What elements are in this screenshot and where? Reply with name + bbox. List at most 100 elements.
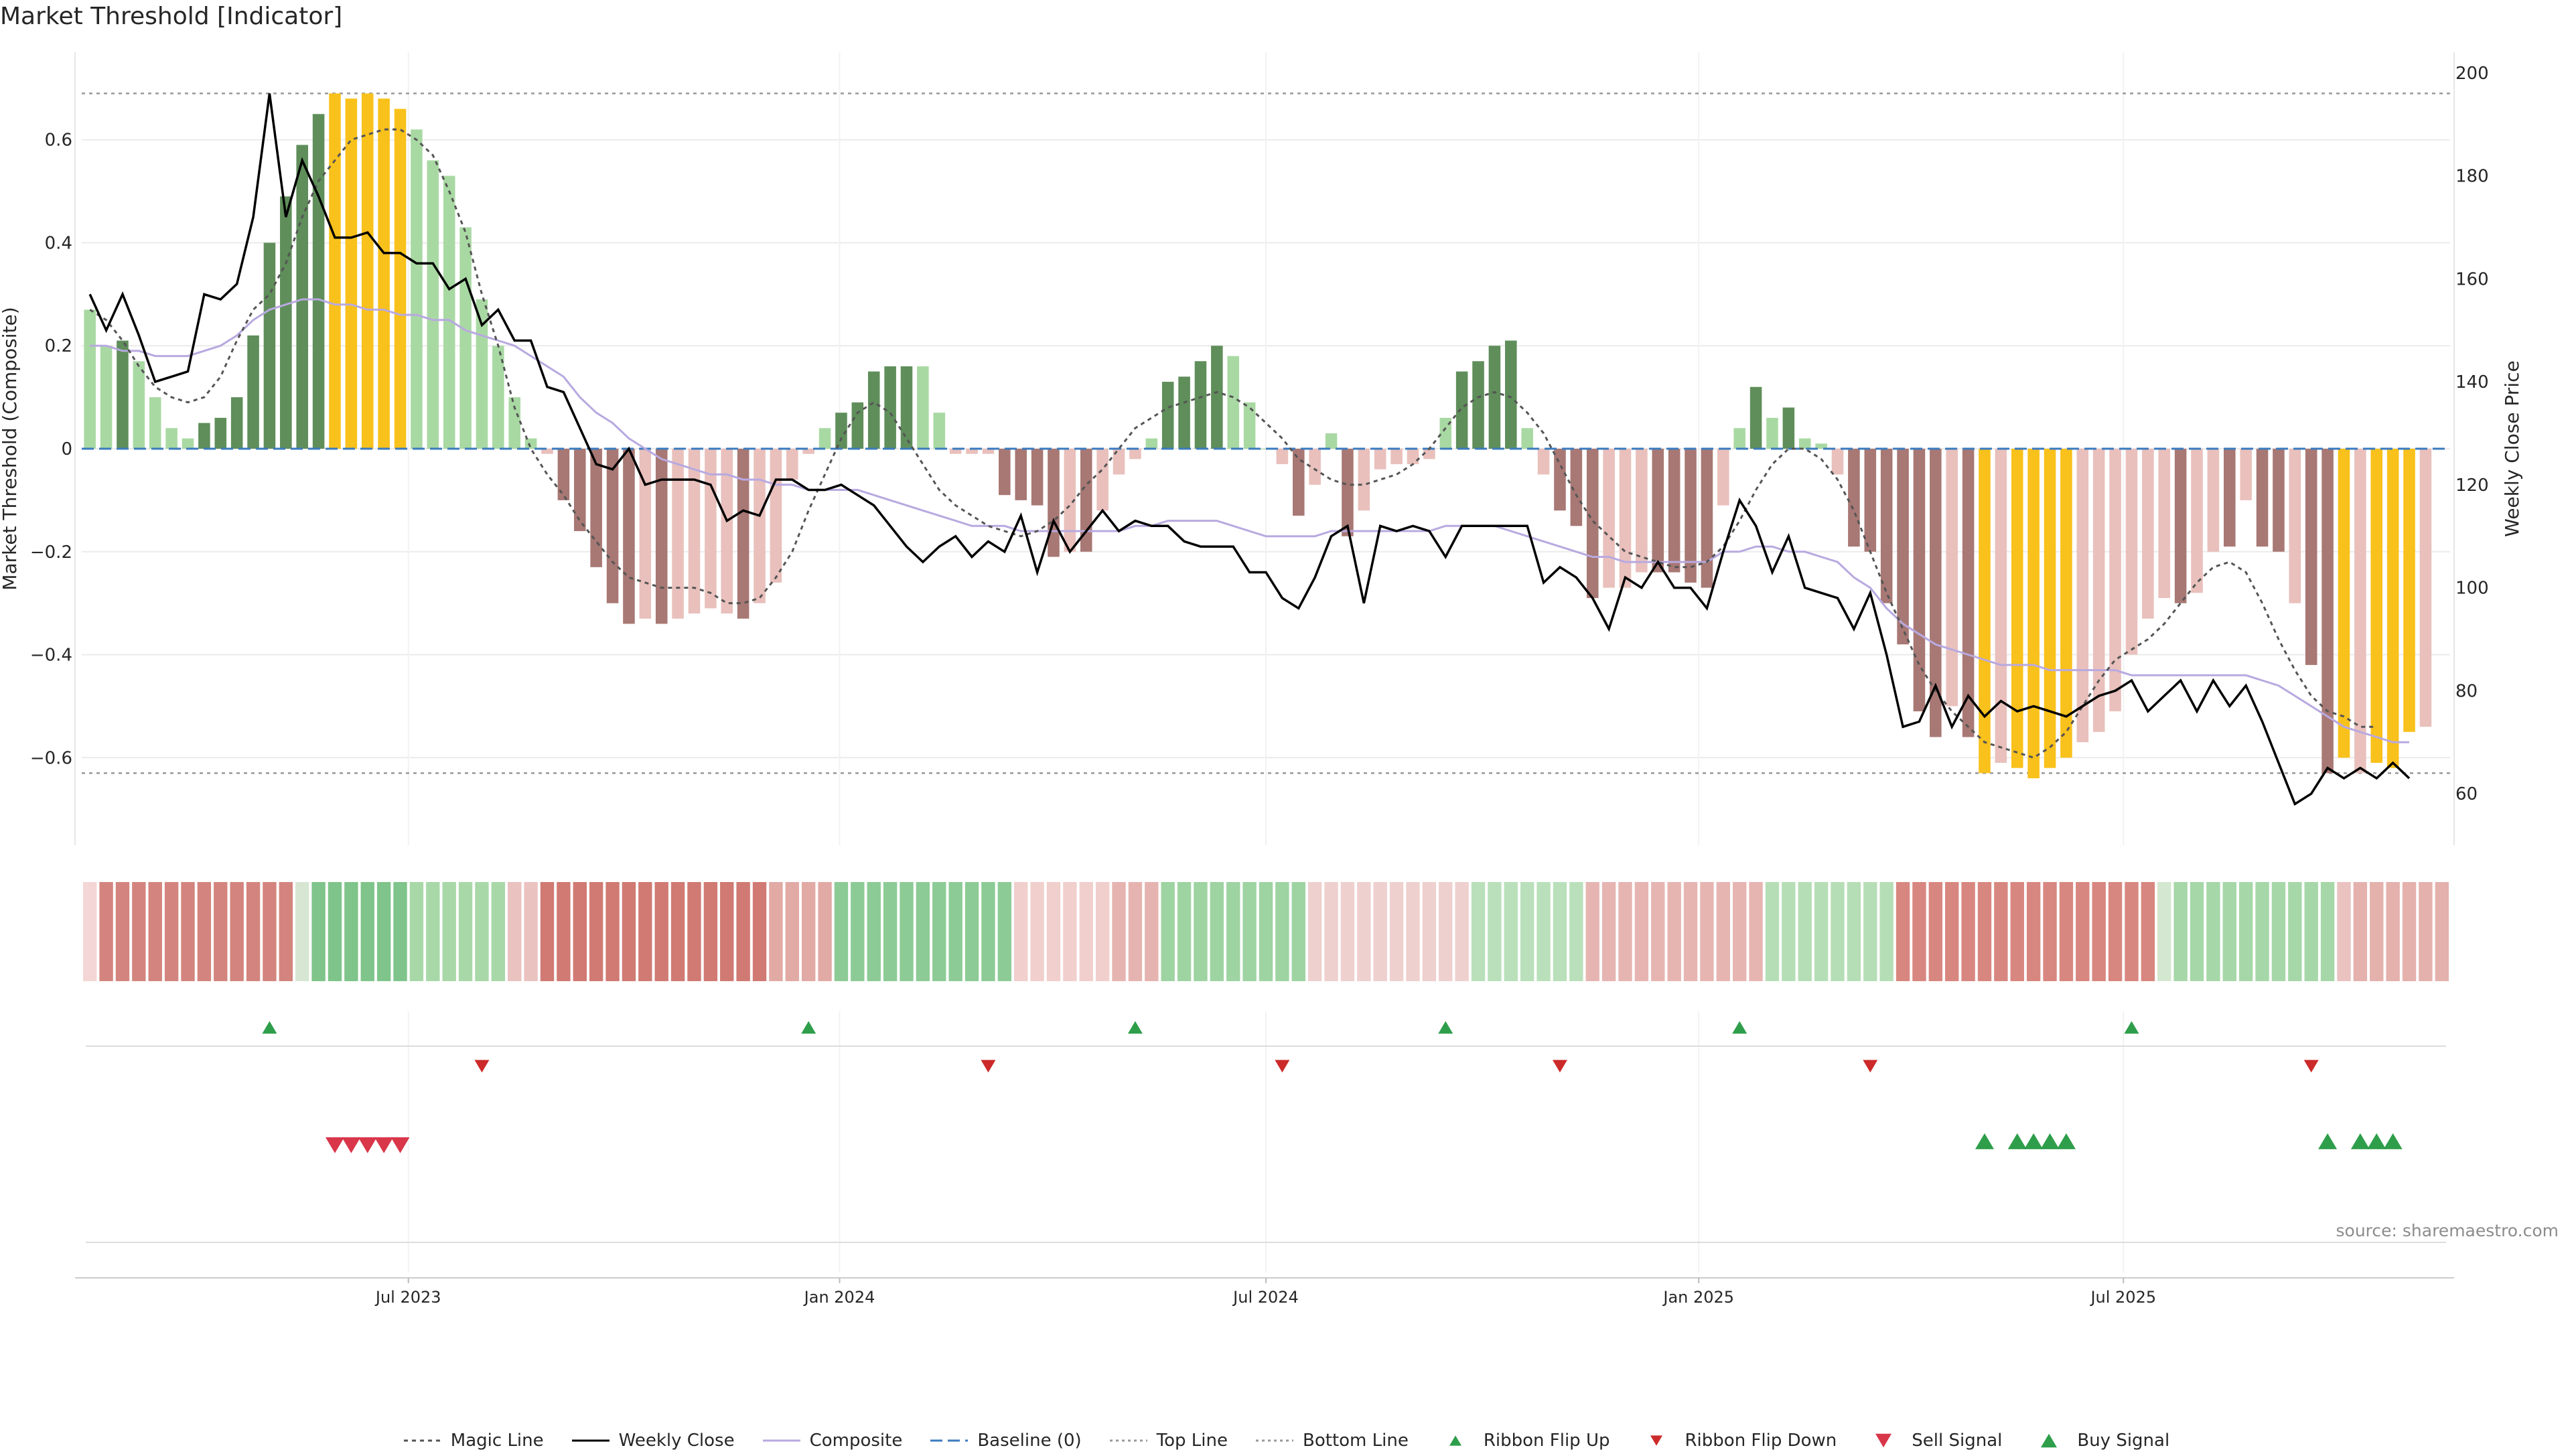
y2-tick-label: 120 (2455, 476, 2489, 496)
composite-bar (688, 449, 701, 614)
ribbon-cell (883, 882, 898, 981)
ribbon-cell (605, 882, 620, 981)
legend-swatch (1650, 1435, 1663, 1446)
composite-bar (1015, 449, 1027, 500)
ribbon-cell (1634, 882, 1649, 981)
source-note: source: sharemaestro.com (2336, 1221, 2559, 1240)
ribbon-cell (1095, 882, 1110, 981)
ribbon-cell (1145, 882, 1159, 981)
ribbon-cell (1291, 882, 1305, 981)
ribbon-cell (557, 882, 571, 981)
composite-bar (2256, 449, 2269, 547)
ribbon-cell (1014, 882, 1028, 981)
buy-signal-marker (1975, 1133, 1994, 1149)
composite-bar (1880, 449, 1893, 603)
composite-bar (2370, 449, 2383, 763)
ribbon-cell (752, 882, 767, 981)
y2-axis-title: Weekly Close Price (2501, 360, 2523, 536)
composite-bar (84, 309, 96, 449)
ribbon-cell (964, 882, 979, 981)
ribbon-cell (769, 882, 783, 981)
composite-bar (2027, 449, 2040, 779)
composite-bar (1309, 449, 1321, 485)
composite-line (90, 298, 2409, 743)
ribbon-cell (2157, 882, 2171, 981)
legend-item: Ribbon Flip Down (1636, 1431, 1837, 1451)
composite-bar (1211, 346, 1223, 449)
legend-swatch (930, 1439, 969, 1442)
composite-bar (1439, 417, 1452, 449)
composite-bar (1342, 449, 1354, 536)
y-tick-label: −0.4 (30, 646, 72, 666)
ribbon-cell (1765, 882, 1780, 981)
composite-bar (1113, 449, 1125, 475)
composite-bar (900, 366, 913, 449)
sell-signal-marker (325, 1137, 344, 1153)
weekly-close-line (88, 93, 2411, 806)
composite-bar (655, 449, 668, 624)
ribbon-cell (2288, 882, 2302, 981)
composite-bar (427, 160, 439, 449)
legend-label: Sell Signal (1912, 1431, 2003, 1451)
composite-bar (361, 93, 374, 449)
composite-bar (1946, 449, 1958, 707)
ribbon-cell (295, 882, 309, 981)
composite-bar (280, 196, 292, 449)
legend-swatch (1256, 1439, 1293, 1442)
buy-signal-marker (2383, 1133, 2403, 1149)
legend-item: Bottom Line (1255, 1431, 1409, 1451)
ribbon-cell (279, 882, 293, 981)
legend-label: Ribbon Flip Up (1483, 1431, 1610, 1451)
markers-layer (262, 1021, 2403, 1153)
magic-line (89, 128, 2377, 759)
composite-bar (1390, 449, 1403, 465)
composite-bar (2060, 449, 2072, 758)
legend-label: Bottom Line (1303, 1431, 1409, 1451)
ribbon-cell (1046, 882, 1061, 981)
ribbon-cell (2141, 882, 2155, 981)
ribbon-cell (475, 882, 489, 981)
y2-tick-label: 140 (2455, 372, 2489, 392)
ribbon-cell (1994, 882, 2008, 981)
ribbon-cell (2337, 882, 2351, 981)
ribbon-cell (1553, 882, 1567, 981)
composite-bar (1913, 449, 1926, 712)
composite-bar (933, 413, 946, 449)
ribbon-cell (2238, 882, 2253, 981)
ribbon-cell (393, 882, 407, 981)
legend-item: Sell Signal (1863, 1431, 2002, 1451)
composite-bar (1717, 449, 1729, 506)
ribbon-cell (1112, 882, 1126, 981)
ribbon-cell (2320, 882, 2335, 981)
ribbon-cell (2108, 882, 2123, 981)
composite-bar (1668, 449, 1681, 573)
composite-bar (1423, 449, 1435, 459)
ribbon-cell (1259, 882, 1273, 981)
composite-bar (296, 145, 308, 449)
composite-bar (394, 108, 407, 449)
lines-layer (82, 93, 2450, 806)
composite-bar (411, 129, 423, 449)
y-tick-label: 0.4 (45, 233, 72, 253)
composite-bar (2142, 449, 2154, 619)
composite-bar (1815, 443, 1827, 449)
y2-tick-label: 80 (2455, 681, 2478, 701)
legend: Magic Line Weekly Close Composite Baseline … (0, 1425, 2572, 1456)
composite-bar (1537, 449, 1550, 475)
legend-swatch (571, 1439, 610, 1442)
composite-bar (1652, 449, 1664, 573)
ribbon-cell (1651, 882, 1665, 981)
composite-bar (1455, 371, 1468, 449)
composite-bar (2076, 449, 2089, 743)
ribbon-cell (2370, 882, 2384, 981)
ribbon-cell (801, 882, 816, 981)
composite-bar (345, 98, 358, 449)
ribbon-cell (654, 882, 668, 981)
composite-bar (230, 397, 243, 449)
sell-signal-marker (342, 1137, 361, 1153)
y2-tick-label: 100 (2455, 579, 2489, 599)
composite-bar (949, 449, 962, 454)
ribbon-cell (900, 882, 914, 981)
composite-bar (1374, 449, 1386, 469)
